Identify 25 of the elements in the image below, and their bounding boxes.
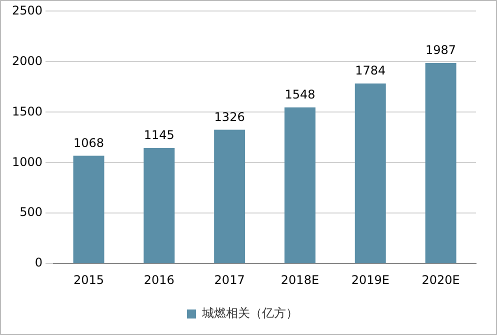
bar [284,107,316,264]
data-label: 1987 [426,43,456,58]
bar [73,156,104,264]
data-label: 1068 [73,136,104,150]
bar [425,62,456,264]
y-tick-label: 0 [34,256,43,270]
x-tick-label: 2015 [73,272,104,287]
x-tick-label: 2018E [280,272,320,287]
x-tick-label: 2019E [351,272,390,287]
bar [214,130,246,264]
y-tick-label: 1000 [12,154,43,169]
y-tick-label: 2000 [12,54,43,68]
bar [354,83,386,264]
y-tick-label: 2500 [12,3,43,18]
x-tick-label: 2016 [144,272,174,287]
y-tick-label: 1500 [12,104,43,118]
data-label: 1326 [214,110,245,124]
data-label: 1784 [355,64,386,78]
x-tick-label: 2020E [422,272,460,287]
data-label: 1145 [144,128,174,142]
x-tick-label: 2017 [214,272,245,287]
y-tick-label: 500 [20,205,43,220]
data-label: 1548 [284,87,316,102]
bar [144,148,175,264]
legend-label: 城燃相关（亿方） [201,306,298,320]
